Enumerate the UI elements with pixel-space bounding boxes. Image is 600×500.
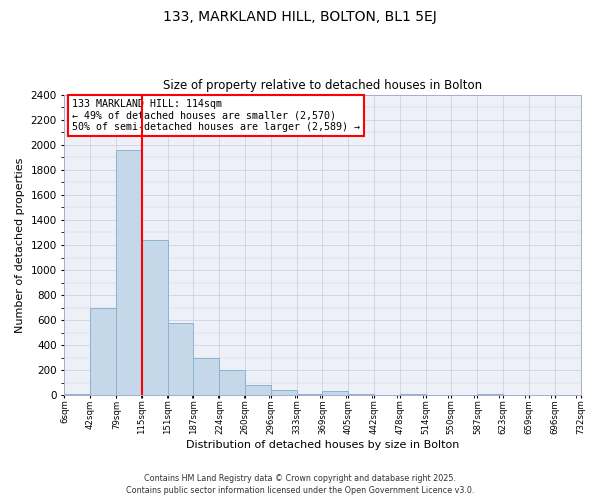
Bar xyxy=(425,395,451,396)
Bar xyxy=(374,395,400,396)
Text: 133 MARKLAND HILL: 114sqm
← 49% of detached houses are smaller (2,570)
50% of se: 133 MARKLAND HILL: 114sqm ← 49% of detac… xyxy=(72,99,360,132)
Bar xyxy=(400,394,425,396)
Bar xyxy=(503,395,529,396)
Bar xyxy=(297,394,322,396)
Bar xyxy=(64,394,90,396)
Bar xyxy=(348,394,374,396)
Text: Contains HM Land Registry data © Crown copyright and database right 2025.
Contai: Contains HM Land Registry data © Crown c… xyxy=(126,474,474,495)
Bar xyxy=(116,150,142,396)
Bar xyxy=(322,391,348,396)
Bar xyxy=(555,395,581,396)
Bar xyxy=(167,324,193,396)
Bar xyxy=(90,308,116,396)
Bar xyxy=(193,358,220,396)
X-axis label: Distribution of detached houses by size in Bolton: Distribution of detached houses by size … xyxy=(186,440,459,450)
Bar xyxy=(478,394,503,396)
Bar xyxy=(220,370,245,396)
Bar xyxy=(142,240,167,396)
Bar xyxy=(245,386,271,396)
Text: 133, MARKLAND HILL, BOLTON, BL1 5EJ: 133, MARKLAND HILL, BOLTON, BL1 5EJ xyxy=(163,10,437,24)
Bar xyxy=(271,390,297,396)
Title: Size of property relative to detached houses in Bolton: Size of property relative to detached ho… xyxy=(163,79,482,92)
Y-axis label: Number of detached properties: Number of detached properties xyxy=(15,158,25,332)
